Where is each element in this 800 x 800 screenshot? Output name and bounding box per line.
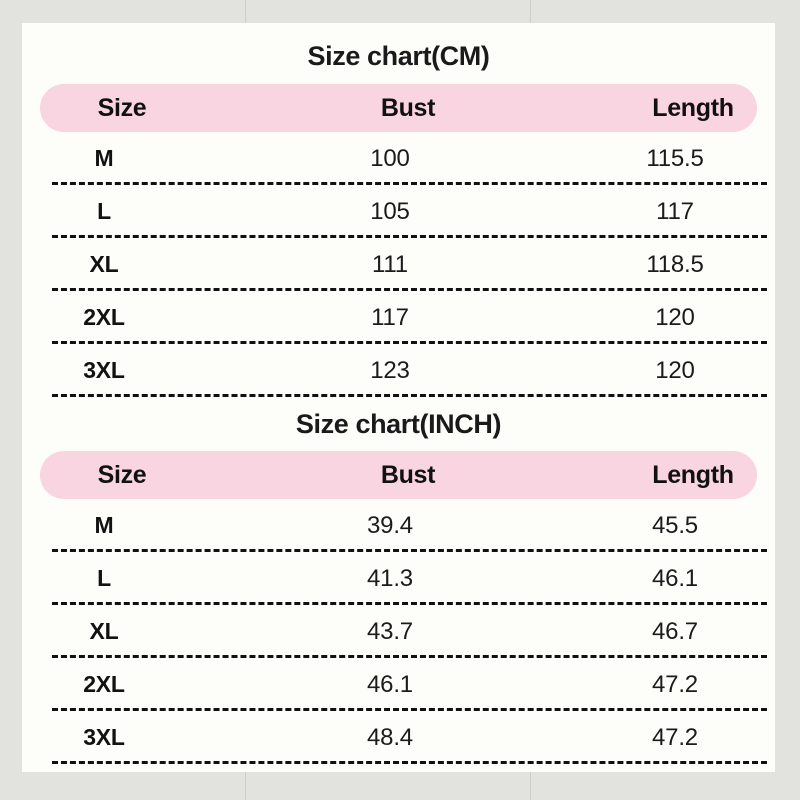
cell-size: XL	[89, 251, 119, 277]
margin-guide-line-top-left	[245, 0, 246, 24]
cell-length: 115.5	[646, 144, 704, 172]
table-header-row-cm: Size Bust Length	[40, 84, 757, 132]
table-row: M 100 115.5	[22, 132, 775, 185]
size-chart-section-inch: Size chart(INCH) Size Bust Length M 39.4…	[22, 397, 775, 764]
table-row: XL 43.7 46.7	[22, 605, 775, 658]
cell-bust: 117	[371, 303, 409, 331]
margin-guide-line-top-right	[530, 0, 531, 24]
table-row: 2XL 46.1 47.2	[22, 658, 775, 711]
cell-bust: 43.7	[367, 617, 413, 645]
card-bottom-spacer	[22, 764, 775, 770]
column-header-length-cm: Length	[652, 93, 734, 122]
column-header-length-inch: Length	[652, 460, 734, 489]
table-row: XL 111 118.5	[22, 238, 775, 291]
margin-guide-line-bottom-right	[530, 772, 531, 800]
cell-bust: 41.3	[367, 564, 413, 592]
section-title-inch: Size chart(INCH)	[295, 409, 502, 439]
cell-size: M	[94, 512, 114, 538]
cell-length: 120	[655, 356, 695, 384]
column-header-size-cm: Size	[97, 93, 147, 122]
cell-length: 45.5	[652, 511, 698, 539]
cell-bust: 111	[372, 250, 408, 278]
table-row: L 41.3 46.1	[22, 552, 775, 605]
cell-size: 3XL	[83, 357, 125, 383]
cell-length: 47.2	[652, 670, 698, 698]
cell-bust: 48.4	[367, 723, 413, 751]
cell-bust: 39.4	[367, 511, 413, 539]
cell-length: 117	[656, 197, 694, 225]
cell-length: 46.1	[652, 564, 698, 592]
section-title-cm: Size chart(CM)	[307, 41, 490, 71]
column-header-bust-cm: Bust	[380, 93, 436, 122]
size-chart-section-cm: Size chart(CM) Size Bust Length M 100 11…	[22, 23, 775, 397]
cell-size: 3XL	[83, 724, 125, 750]
cell-bust: 100	[370, 144, 410, 172]
table-header-row-inch: Size Bust Length	[40, 451, 757, 499]
cell-size: L	[97, 198, 111, 224]
cell-length: 46.7	[652, 617, 698, 645]
column-header-size-inch: Size	[97, 460, 147, 489]
cell-length: 47.2	[652, 723, 698, 751]
cell-bust: 46.1	[367, 670, 413, 698]
table-row: M 39.4 45.5	[22, 499, 775, 552]
margin-guide-line-bottom-left	[245, 772, 246, 800]
size-chart-card: Size chart(CM) Size Bust Length M 100 11…	[22, 23, 775, 772]
cell-length: 118.5	[646, 250, 704, 278]
cell-size: L	[97, 565, 111, 591]
table-body-cm: M 100 115.5 L 105 117 XL 111 118.5 2XL 1…	[22, 132, 775, 397]
cell-bust: 123	[370, 356, 410, 384]
cell-size: M	[94, 145, 114, 171]
column-header-bust-inch: Bust	[380, 460, 436, 489]
cell-size: XL	[89, 618, 119, 644]
cell-length: 120	[655, 303, 695, 331]
table-row: 2XL 117 120	[22, 291, 775, 344]
cell-size: 2XL	[83, 304, 125, 330]
table-body-inch: M 39.4 45.5 L 41.3 46.1 XL 43.7 46.7 2XL…	[22, 499, 775, 764]
cell-bust: 105	[370, 197, 410, 225]
table-row: 3XL 123 120	[22, 344, 775, 397]
table-row: L 105 117	[22, 185, 775, 238]
cell-size: 2XL	[83, 671, 125, 697]
table-row: 3XL 48.4 47.2	[22, 711, 775, 764]
